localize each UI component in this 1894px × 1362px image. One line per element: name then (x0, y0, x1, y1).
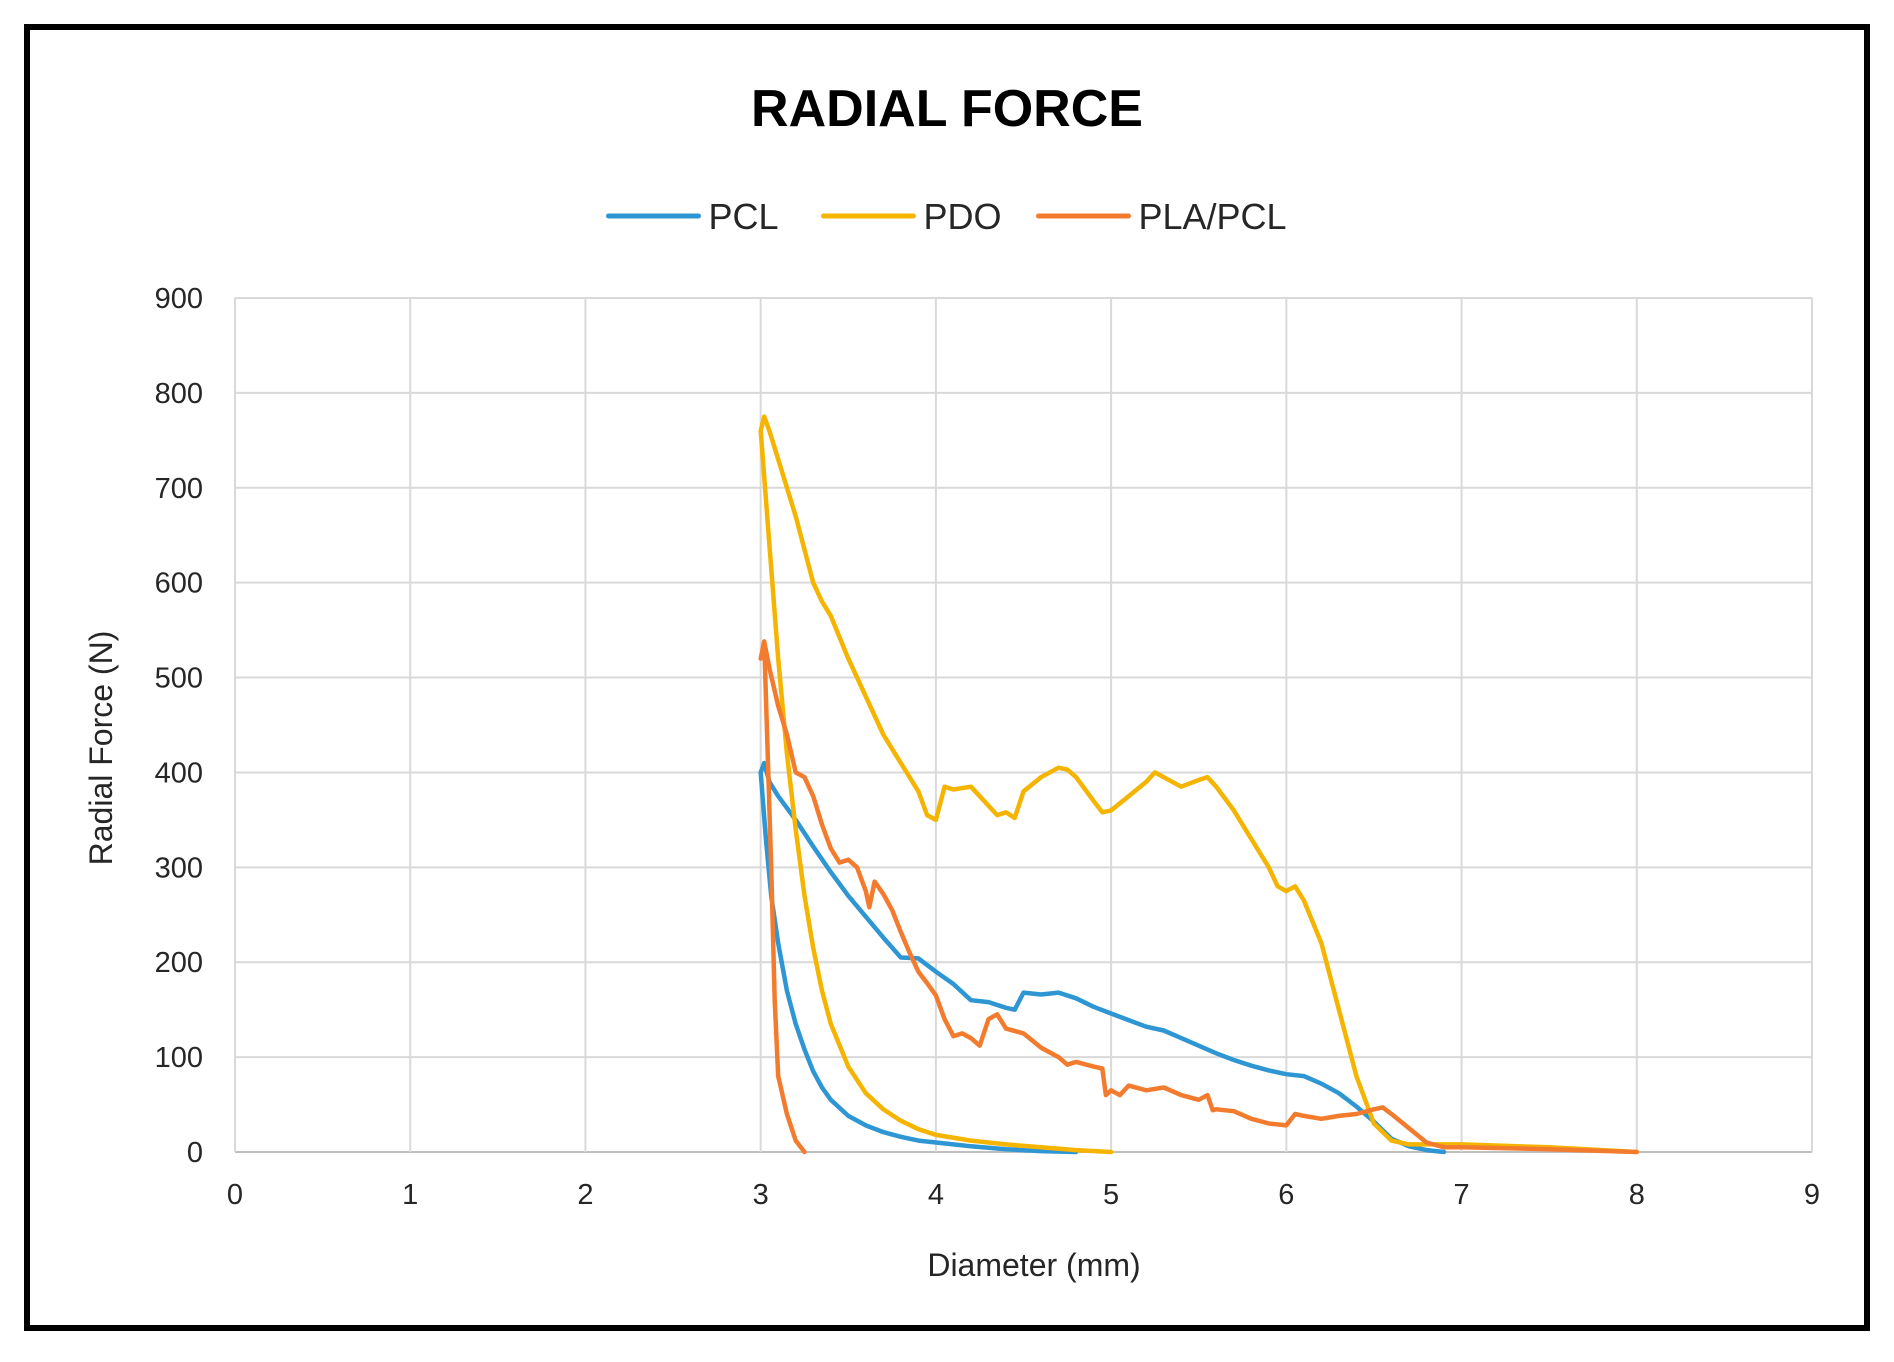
legend-item-pla-pcl: PLA/PCL (1036, 196, 1287, 237)
chart-legend: PCL PDO PLA/PCL (606, 196, 1287, 237)
x-tick-label-9: 9 (1804, 1179, 1820, 1211)
series-pcl (758, 760, 1447, 1155)
y-tick-label-400: 400 (155, 757, 203, 789)
x-tick-label-5: 5 (1103, 1179, 1119, 1211)
series-pdo (758, 414, 1640, 1155)
legend-label-pla-pcl: PLA/PCL (1139, 196, 1287, 237)
x-axis-tick-labels: 0 1 2 3 4 5 6 7 8 9 (227, 1179, 1820, 1211)
y-tick-label-500: 500 (155, 663, 203, 695)
y-tick-label-200: 200 (155, 947, 203, 979)
legend-label-pcl: PCL (709, 196, 779, 237)
series-line-pcl (758, 760, 1447, 1155)
y-axis-tick-labels: 0 100 200 300 400 500 600 700 800 900 (155, 283, 203, 1169)
y-tick-label-700: 700 (155, 473, 203, 505)
y-tick-label-600: 600 (155, 568, 203, 600)
y-axis-label: Radial Force (N) (83, 631, 119, 866)
series-unloading-line-pla-pcl (761, 639, 807, 1155)
series-unloading-line-pcl (758, 770, 1079, 1155)
y-tick-label-100: 100 (155, 1042, 203, 1074)
x-tick-label-3: 3 (753, 1179, 769, 1211)
chart-gridlines (234, 297, 1813, 1153)
legend-item-pdo: PDO (821, 196, 1002, 237)
x-tick-label-2: 2 (577, 1179, 593, 1211)
chart-frame: RADIAL FORCE PCL PDO PLA/PCL 0 1 2 3 4 5 6 7 8 9 0 1… (24, 24, 1870, 1331)
x-tick-label-7: 7 (1453, 1179, 1469, 1211)
x-tick-label-8: 8 (1629, 1179, 1645, 1211)
chart-series (758, 414, 1640, 1155)
series-line-pla-pcl (758, 639, 1640, 1155)
series-pla-pcl (758, 639, 1640, 1155)
chart-svg: RADIAL FORCE PCL PDO PLA/PCL 0 1 2 3 4 5 6 7 8 9 0 1… (83, 80, 1820, 1283)
legend-item-pcl: PCL (606, 196, 779, 237)
y-tick-label-800: 800 (155, 378, 203, 410)
x-tick-label-0: 0 (227, 1179, 243, 1211)
series-line-pdo (758, 414, 1640, 1155)
legend-label-pdo: PDO (924, 196, 1002, 237)
x-tick-label-6: 6 (1278, 1179, 1294, 1211)
x-tick-label-4: 4 (928, 1179, 944, 1211)
chart-title: RADIAL FORCE (751, 80, 1143, 138)
y-tick-label-0: 0 (187, 1137, 203, 1169)
y-tick-label-300: 300 (155, 852, 203, 884)
y-tick-label-900: 900 (155, 283, 203, 315)
series-unloading-line-pdo (758, 428, 1114, 1155)
x-axis-label: Diameter (mm) (927, 1247, 1140, 1283)
x-tick-label-1: 1 (402, 1179, 418, 1211)
